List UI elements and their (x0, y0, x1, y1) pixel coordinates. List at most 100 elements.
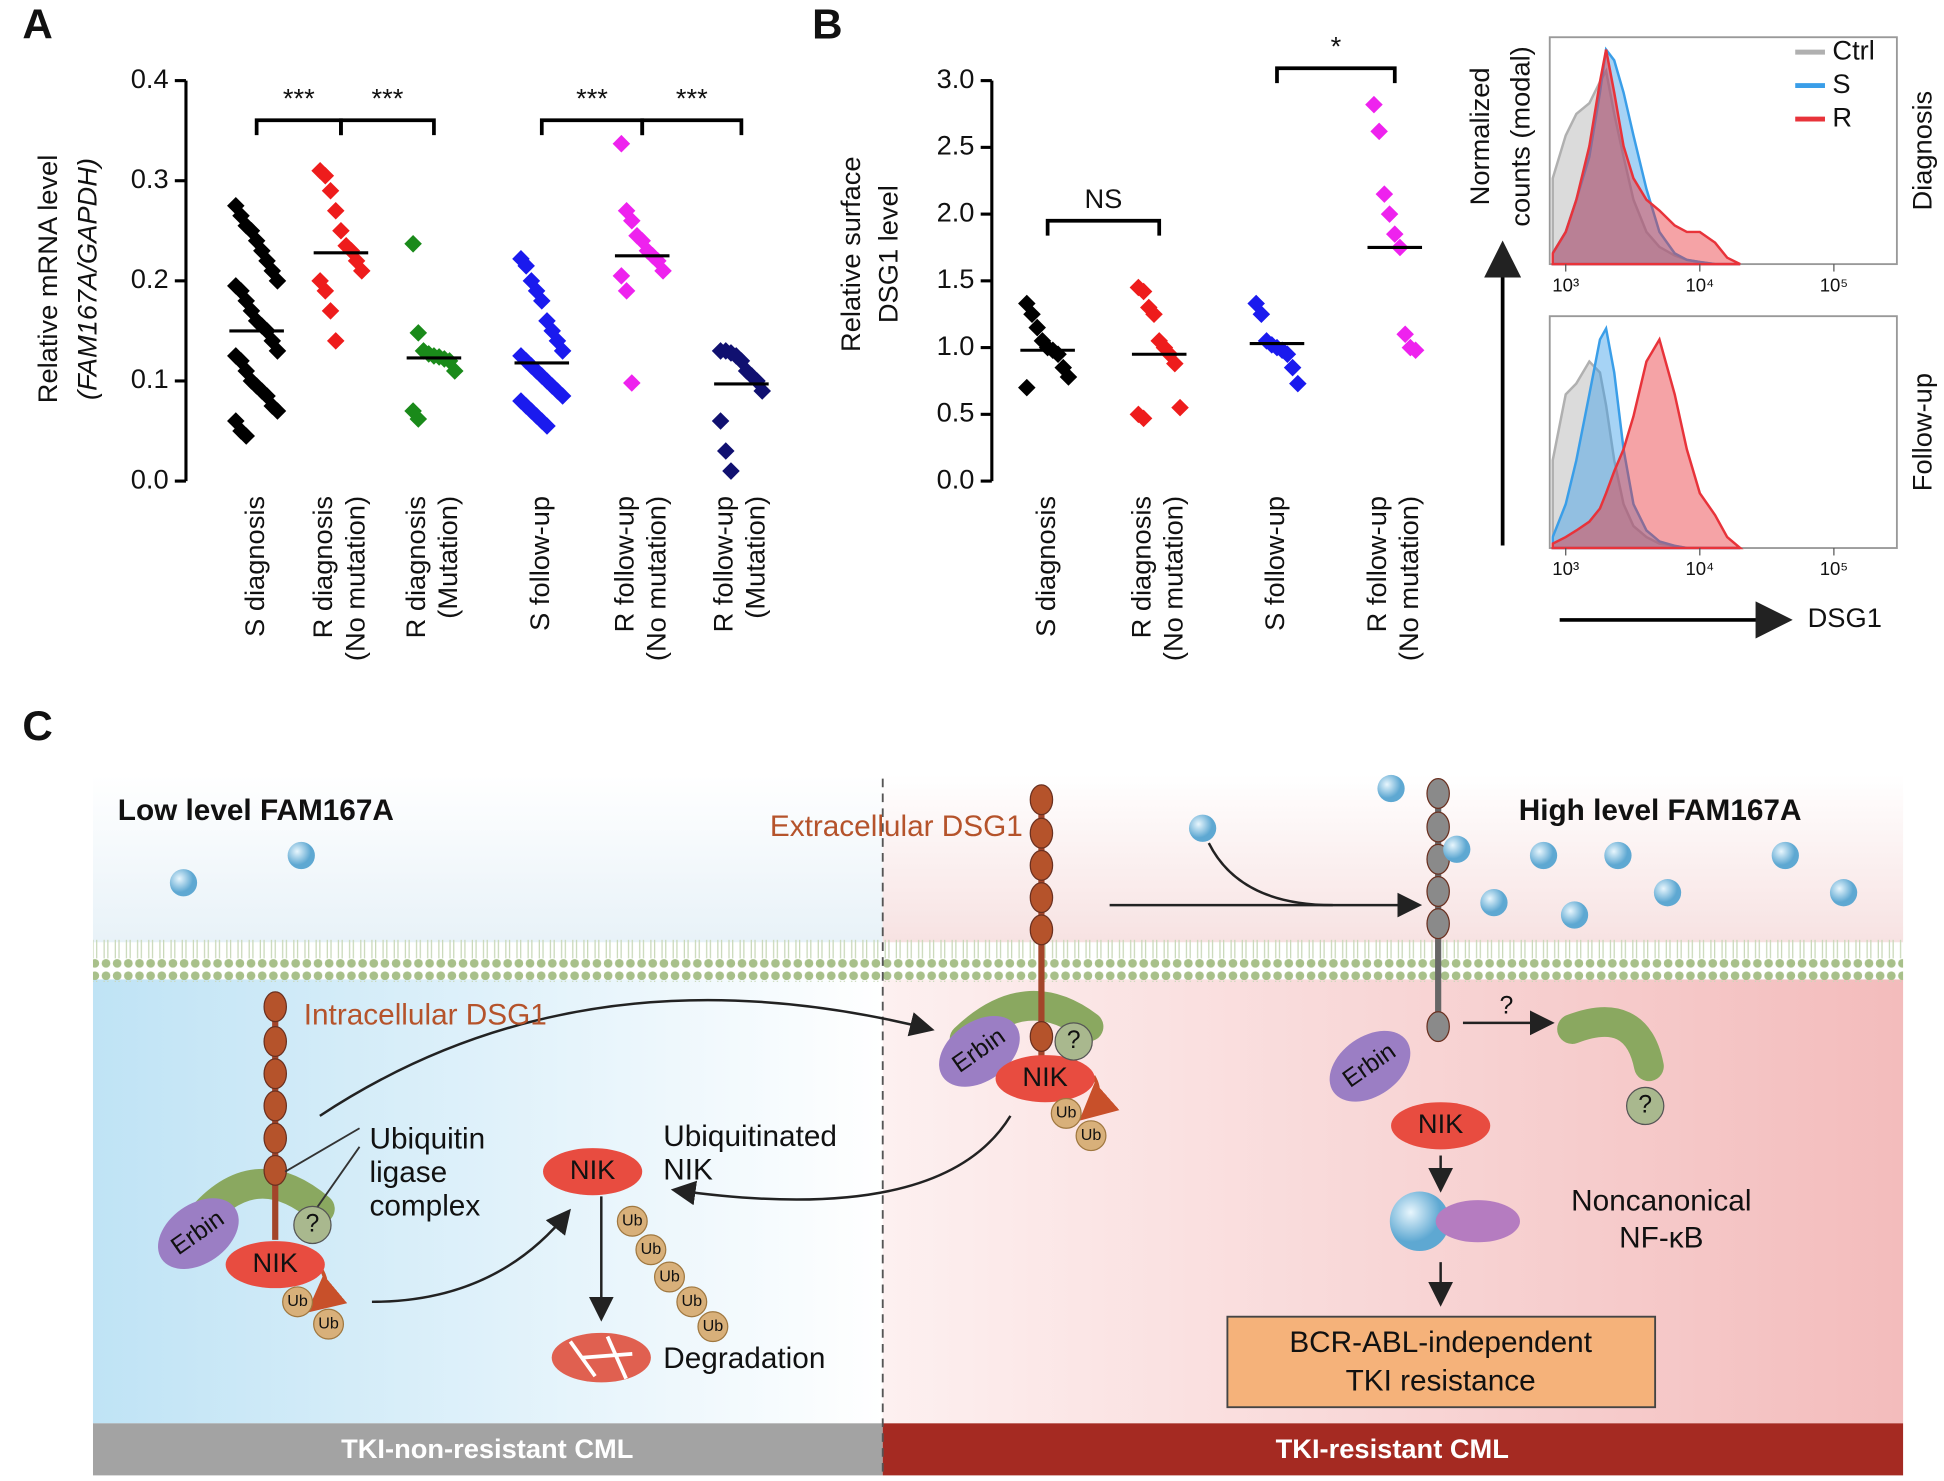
data-point (753, 382, 771, 400)
dsg1-bead (263, 1025, 288, 1057)
x-tick-label: 10³ (1552, 558, 1579, 579)
ubiquitin (653, 1261, 685, 1293)
data-point (321, 181, 340, 200)
dsg1-bead (263, 1090, 288, 1122)
data-point (1375, 185, 1394, 203)
fam167a (1188, 814, 1217, 842)
ubiquitin-label: Ub (703, 1317, 724, 1335)
ubiquitin (1075, 1120, 1107, 1152)
ubiquitin (697, 1311, 729, 1343)
dsg1-bead (1029, 914, 1054, 946)
data-point (332, 222, 350, 240)
data-point (1278, 345, 1297, 364)
y-tick-label: 0.1 (131, 363, 169, 394)
x-tick-label: (No mutation) (1158, 496, 1189, 661)
data-point (1283, 358, 1302, 377)
x-tick-label: (No mutation) (1393, 496, 1424, 661)
diagram-title: Low level FAM167A (118, 794, 394, 827)
histogram-area (1551, 336, 1744, 550)
ubiquitin (282, 1286, 314, 1318)
dsg1-bead (1029, 784, 1054, 816)
x-tick-label: R follow-up (1361, 496, 1392, 632)
data-point (326, 201, 345, 220)
data-point (717, 442, 735, 460)
nik-label: NIK (1022, 1061, 1067, 1092)
data-point (1252, 305, 1271, 323)
fam167a (1771, 841, 1799, 870)
footer-label: TKI-resistant CML (1276, 1433, 1509, 1464)
ubiquitin (313, 1308, 345, 1340)
data-point (1365, 95, 1383, 114)
x-tick-label: 10⁴ (1685, 558, 1714, 579)
x-tick-label: R follow-up (707, 496, 738, 632)
dsg1-bead (1029, 882, 1054, 914)
nfkb-subunit (1389, 1191, 1450, 1251)
data-point (617, 282, 636, 300)
significance-label: *** (676, 83, 708, 114)
x-tick-label: (Mutation) (740, 496, 771, 619)
data-point (409, 324, 428, 342)
outcome-box (1226, 1315, 1657, 1409)
footer-label: TKI-non-resistant CML (341, 1433, 633, 1464)
data-point (1406, 341, 1425, 360)
data-point (445, 362, 464, 380)
panel-title: Diagnosis (1906, 91, 1937, 211)
significance-label: *** (283, 83, 315, 114)
x-tick-label: 10⁵ (1820, 558, 1848, 579)
question-label: ? (1067, 1027, 1081, 1054)
arrow (670, 1115, 1012, 1206)
legend-label: Ctrl (1832, 34, 1874, 65)
unknown-protein (1054, 1022, 1093, 1061)
fam167a (169, 869, 198, 897)
label: BCR-ABL-independent (1289, 1326, 1592, 1359)
charts: 0.0 0.1 0.2 0.3 0.4 Relative mRNA level (FAM16… (32, 31, 1938, 662)
pointer (284, 1127, 361, 1210)
ubiquitin (1050, 1097, 1082, 1129)
erbin (1329, 1030, 1411, 1102)
y-axis-label: counts (modal) (1505, 46, 1536, 226)
panel-label: A (22, 0, 52, 47)
fam167a (1829, 879, 1858, 907)
y-tick-label: 0.2 (131, 263, 169, 294)
ubiquitin-label: Ub (659, 1267, 680, 1285)
significance-label: * (1331, 31, 1342, 62)
data-point (1396, 325, 1414, 344)
data-point (612, 267, 631, 285)
dsg1-bead (1426, 811, 1450, 843)
data-point (1018, 378, 1036, 397)
x-axis-label: DSG1 (1808, 602, 1882, 633)
question-label: ? (1499, 992, 1513, 1019)
label: NF-κB (1619, 1222, 1703, 1255)
nik (995, 1055, 1095, 1103)
panel-label: B (812, 0, 842, 47)
label: NIK (663, 1153, 713, 1186)
degradation-fragments (551, 1332, 651, 1383)
legend-label: R (1832, 101, 1852, 132)
dsg1-beads (263, 778, 1450, 1186)
data-point (623, 374, 641, 392)
fam167a (1653, 879, 1682, 907)
y-tick-label: 0.0 (131, 463, 169, 494)
erbin (158, 1198, 239, 1269)
label: Noncanonical (1571, 1184, 1751, 1217)
arrow (319, 998, 935, 1117)
data-point (1134, 282, 1153, 301)
y-axis-label: Relative mRNA level (32, 155, 63, 404)
y-tick-label: 0.3 (131, 163, 169, 194)
ubiquitin-label: Ub (287, 1292, 308, 1310)
label: ligase (369, 1156, 447, 1189)
ubiquitin-label: Ub (318, 1314, 339, 1332)
plot-frame (1548, 315, 1898, 549)
significance-label: *** (576, 83, 608, 114)
x-tick-label: R diagnosis (400, 496, 431, 638)
ubiquitin-label: Ub (641, 1240, 662, 1258)
x-tick-label: (No mutation) (641, 496, 672, 661)
nfkb-subunit (1435, 1200, 1520, 1243)
fam167a (287, 841, 315, 870)
y-axis-label: DSG1 level (872, 185, 903, 323)
data-point (1370, 122, 1388, 141)
y-tick-label: 0.0 (937, 463, 975, 494)
y-axis-label: Normalized (1464, 67, 1495, 205)
ubiquitin-label: Ub (682, 1292, 703, 1310)
